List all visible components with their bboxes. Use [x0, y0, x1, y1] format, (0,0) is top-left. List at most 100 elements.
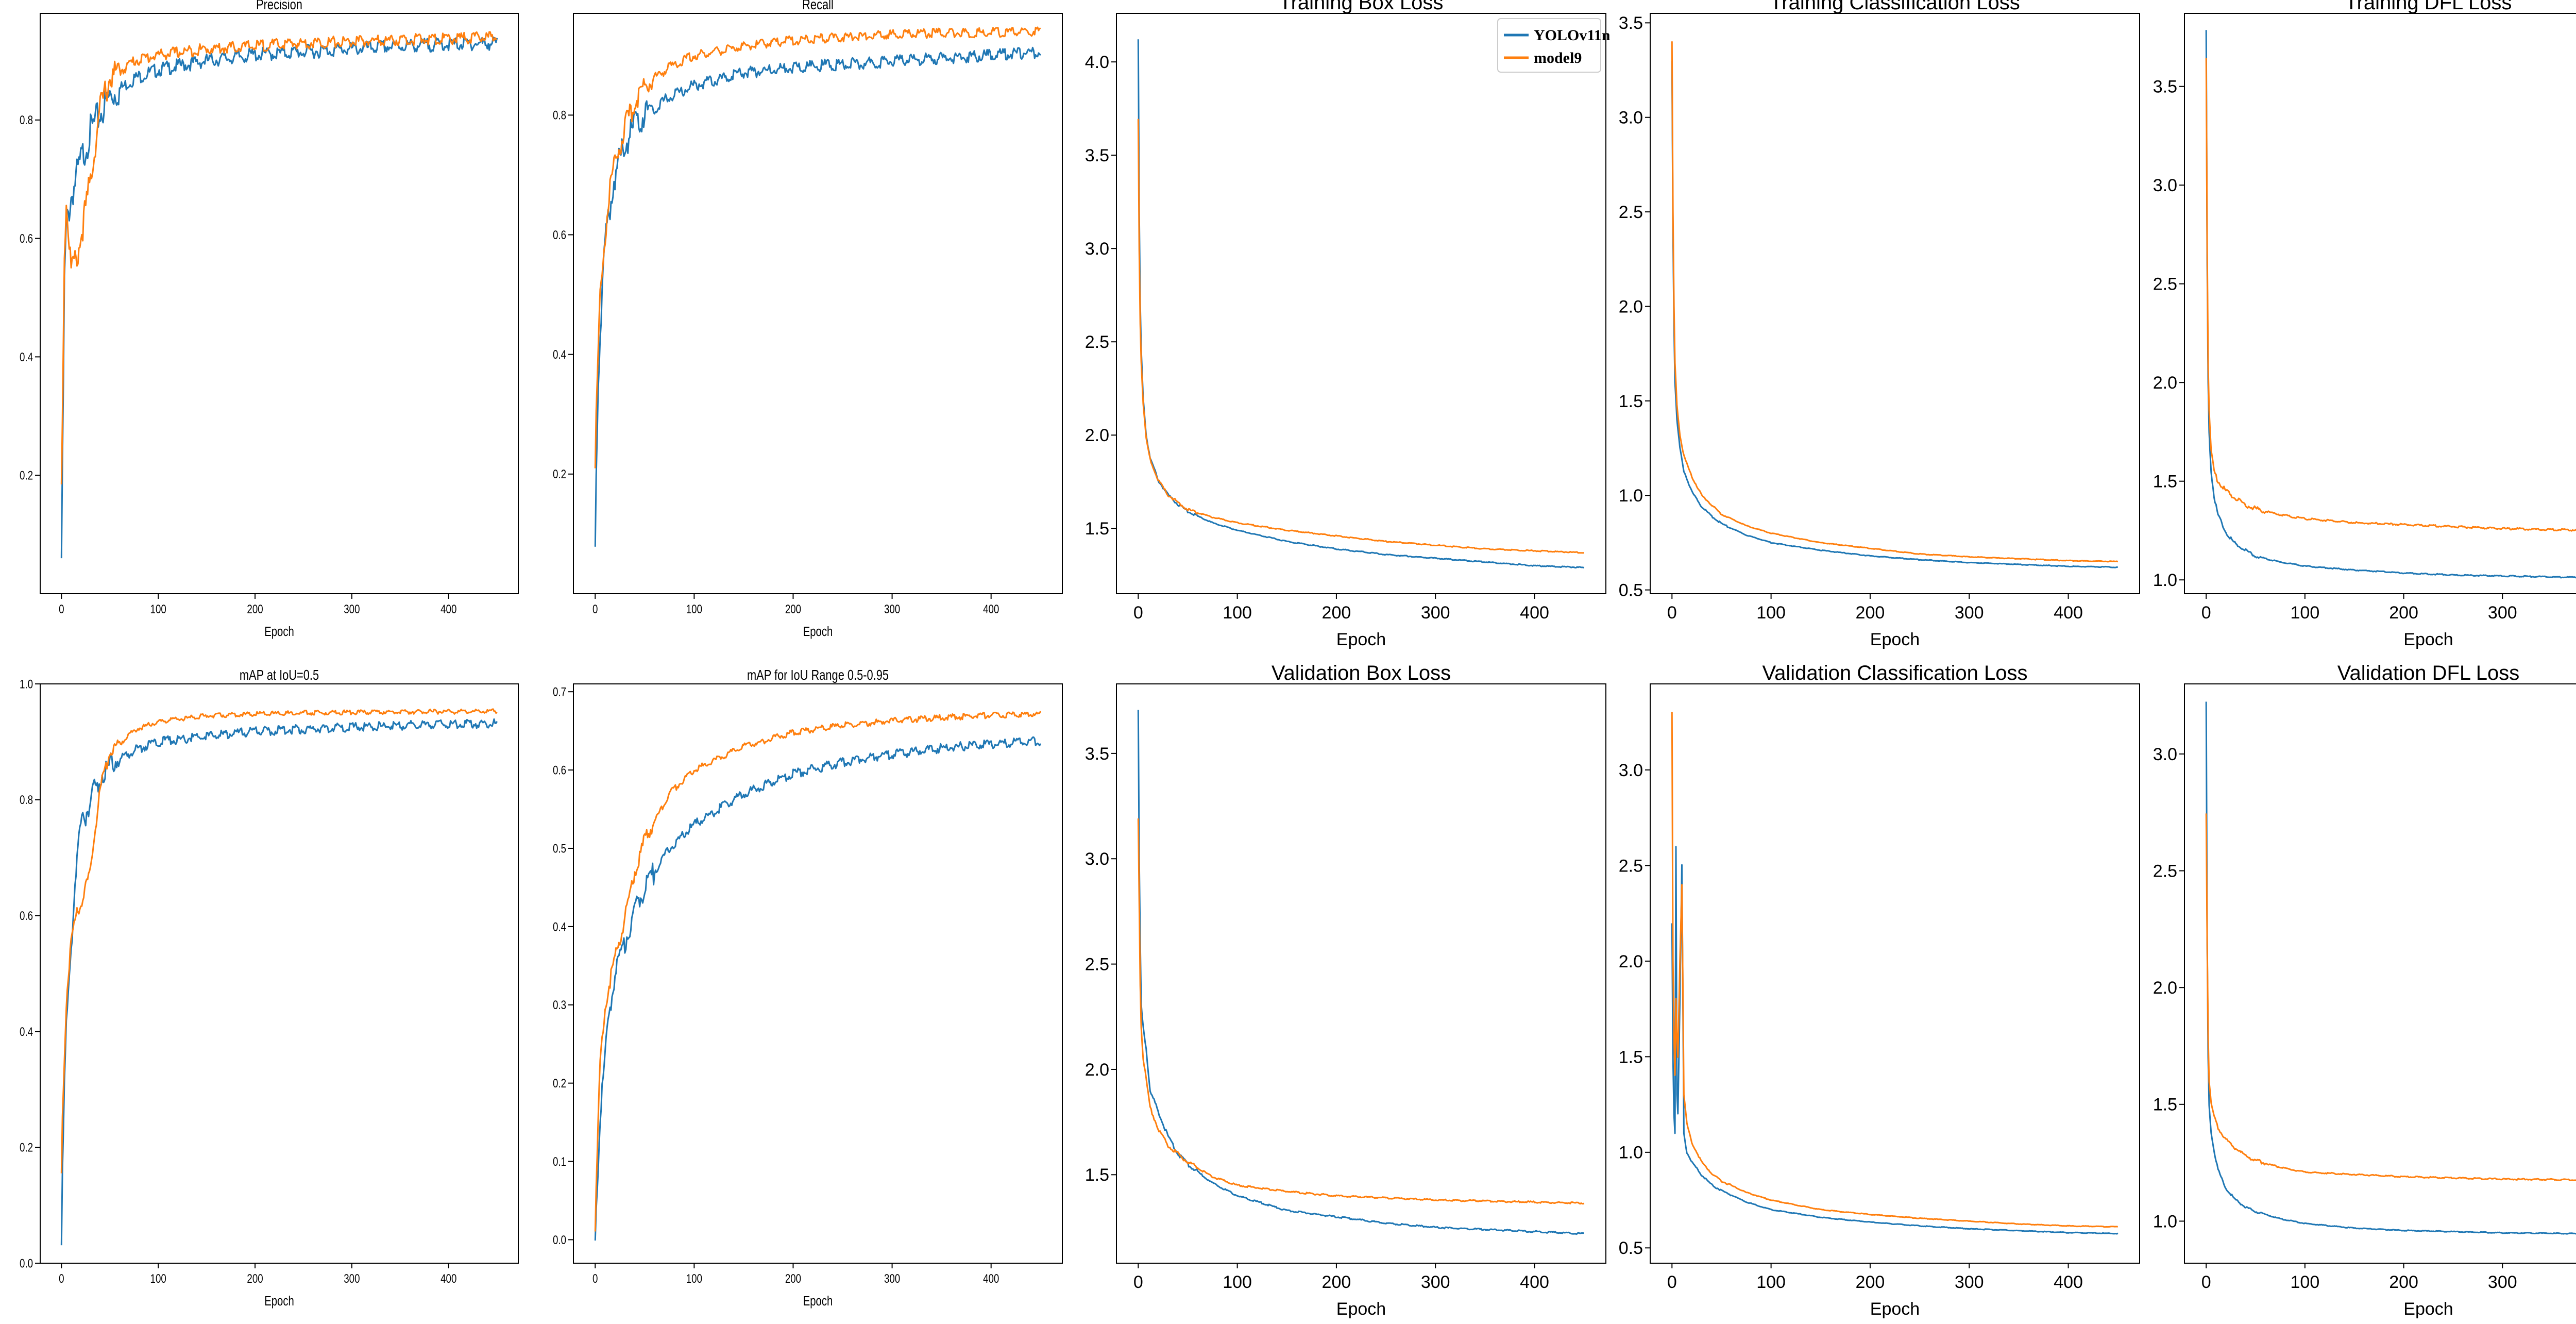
y-tick-label: 0.5: [1619, 1238, 1643, 1258]
y-tick-label: 0.8: [20, 113, 33, 127]
y-tick-label: 0.2: [553, 1077, 566, 1091]
series-line-yolov11n: [2205, 701, 2576, 1235]
x-axis-label: Epoch: [1870, 630, 1920, 649]
axes-frame: [1650, 13, 2140, 594]
subplot-title: mAP for IoU Range 0.5-0.95: [747, 667, 889, 683]
x-tick-label: 100: [1756, 603, 1786, 623]
x-tick-label: 200: [785, 602, 801, 616]
x-tick-label: 400: [983, 1272, 999, 1286]
subplot-6: [35, 683, 519, 1268]
x-tick-label: 400: [2054, 603, 2083, 623]
x-tick-label: 100: [686, 602, 702, 616]
x-tick-label: 400: [2054, 1272, 2083, 1292]
y-tick-label: 0.2: [20, 468, 33, 482]
series-line-model9: [1137, 818, 1585, 1205]
y-tick-label: 2.0: [2153, 373, 2177, 393]
y-tick-label: 0.1: [553, 1155, 566, 1169]
y-tick-label: 3.5: [1085, 744, 1109, 764]
x-tick-label: 200: [247, 602, 263, 616]
x-tick-label: 300: [1955, 603, 1984, 623]
x-tick-label: 100: [1223, 603, 1252, 623]
x-tick-label: 0: [2201, 603, 2211, 623]
subplot-5: [2179, 13, 2576, 599]
axes-frame: [2184, 683, 2576, 1264]
x-tick-label: 300: [1955, 1272, 1984, 1292]
y-tick-label: 1.0: [20, 677, 33, 691]
x-tick-label: 0: [59, 602, 64, 616]
axes-frame: [1650, 683, 2140, 1264]
subplot-4: [1645, 13, 2140, 599]
y-tick-label: 0.3: [553, 998, 566, 1012]
y-tick-label: 3.5: [2153, 77, 2177, 97]
y-tick-label: 0.4: [20, 1025, 33, 1039]
y-tick-label: 2.0: [1619, 952, 1643, 971]
y-tick-label: 0.6: [20, 909, 33, 923]
x-tick-label: 300: [1421, 603, 1450, 623]
x-axis-label: Epoch: [1870, 1299, 1920, 1319]
series-line-yolov11n: [1671, 846, 2119, 1235]
subplot-2: [568, 13, 1063, 599]
y-tick-label: 0.4: [553, 920, 566, 934]
series-line-yolov11n: [60, 718, 498, 1246]
y-tick-label: 1.5: [1085, 1165, 1109, 1185]
x-tick-label: 400: [1520, 603, 1549, 623]
y-tick-label: 0.4: [20, 350, 33, 364]
y-tick-label: 0.6: [20, 232, 33, 246]
subplot-title: Validation Box Loss: [1272, 662, 1451, 684]
x-tick-label: 0: [1667, 603, 1677, 623]
x-tick-label: 100: [1756, 1272, 1786, 1292]
y-tick-label: 0.8: [553, 109, 566, 123]
y-tick-label: 0.5: [1619, 581, 1643, 600]
subplot-title: Training Box Loss: [1279, 0, 1444, 14]
x-tick-label: 200: [2389, 1272, 2418, 1292]
series-line-model9: [2205, 813, 2576, 1181]
y-tick-label: 1.5: [2153, 1095, 2177, 1115]
y-tick-label: 0.7: [553, 685, 566, 699]
subplot-title: Validation DFL Loss: [2337, 662, 2520, 684]
x-axis-label: Epoch: [2403, 630, 2453, 649]
series-line-model9: [2205, 58, 2576, 532]
y-tick-label: 2.5: [1619, 856, 1643, 876]
subplot-8: [1111, 683, 1606, 1268]
y-tick-label: 1.5: [2153, 472, 2177, 492]
subplot-title: Validation Classification Loss: [1762, 662, 2027, 684]
y-tick-label: 0.2: [20, 1141, 33, 1154]
x-tick-label: 400: [983, 602, 999, 616]
series-line-yolov11n: [60, 36, 498, 559]
subplot-1: [35, 13, 519, 599]
series-line-model9: [594, 26, 1041, 468]
y-tick-label: 2.0: [1085, 1060, 1109, 1080]
y-tick-label: 0.2: [553, 467, 566, 481]
x-tick-label: 200: [785, 1272, 801, 1286]
subplot-title: Training DFL Loss: [2345, 0, 2512, 14]
series-line-model9: [60, 31, 497, 484]
x-tick-label: 100: [150, 602, 166, 616]
x-tick-label: 200: [247, 1272, 263, 1286]
y-tick-label: 0.5: [553, 842, 566, 856]
y-tick-label: 0.8: [20, 793, 33, 807]
y-tick-label: 1.5: [1619, 1047, 1643, 1067]
x-tick-label: 400: [440, 602, 456, 616]
y-tick-label: 1.0: [1619, 486, 1643, 506]
legend: YOLOv11n model9: [1497, 18, 1611, 73]
y-tick-label: 2.5: [2153, 861, 2177, 881]
axes-frame: [573, 13, 1063, 594]
series-line-model9: [1671, 712, 2118, 1228]
axes-frame: [573, 683, 1063, 1264]
x-tick-label: 200: [1322, 603, 1351, 623]
x-tick-label: 0: [1133, 603, 1143, 623]
x-tick-label: 0: [592, 602, 598, 616]
x-tick-label: 100: [2291, 603, 2320, 623]
series-line-model9: [60, 708, 498, 1174]
x-axis-label: Epoch: [803, 1294, 833, 1309]
y-tick-label: 0.6: [553, 763, 566, 777]
y-tick-label: 2.5: [2153, 275, 2177, 294]
y-tick-label: 1.0: [1619, 1143, 1643, 1163]
subplot-10: [2179, 683, 2576, 1268]
y-tick-label: 3.0: [1085, 239, 1109, 259]
x-tick-label: 100: [2291, 1272, 2320, 1292]
series-line-yolov11n: [1137, 39, 1585, 569]
x-axis-label: Epoch: [264, 1294, 294, 1309]
legend-label: YOLOv11n: [1534, 27, 1611, 44]
